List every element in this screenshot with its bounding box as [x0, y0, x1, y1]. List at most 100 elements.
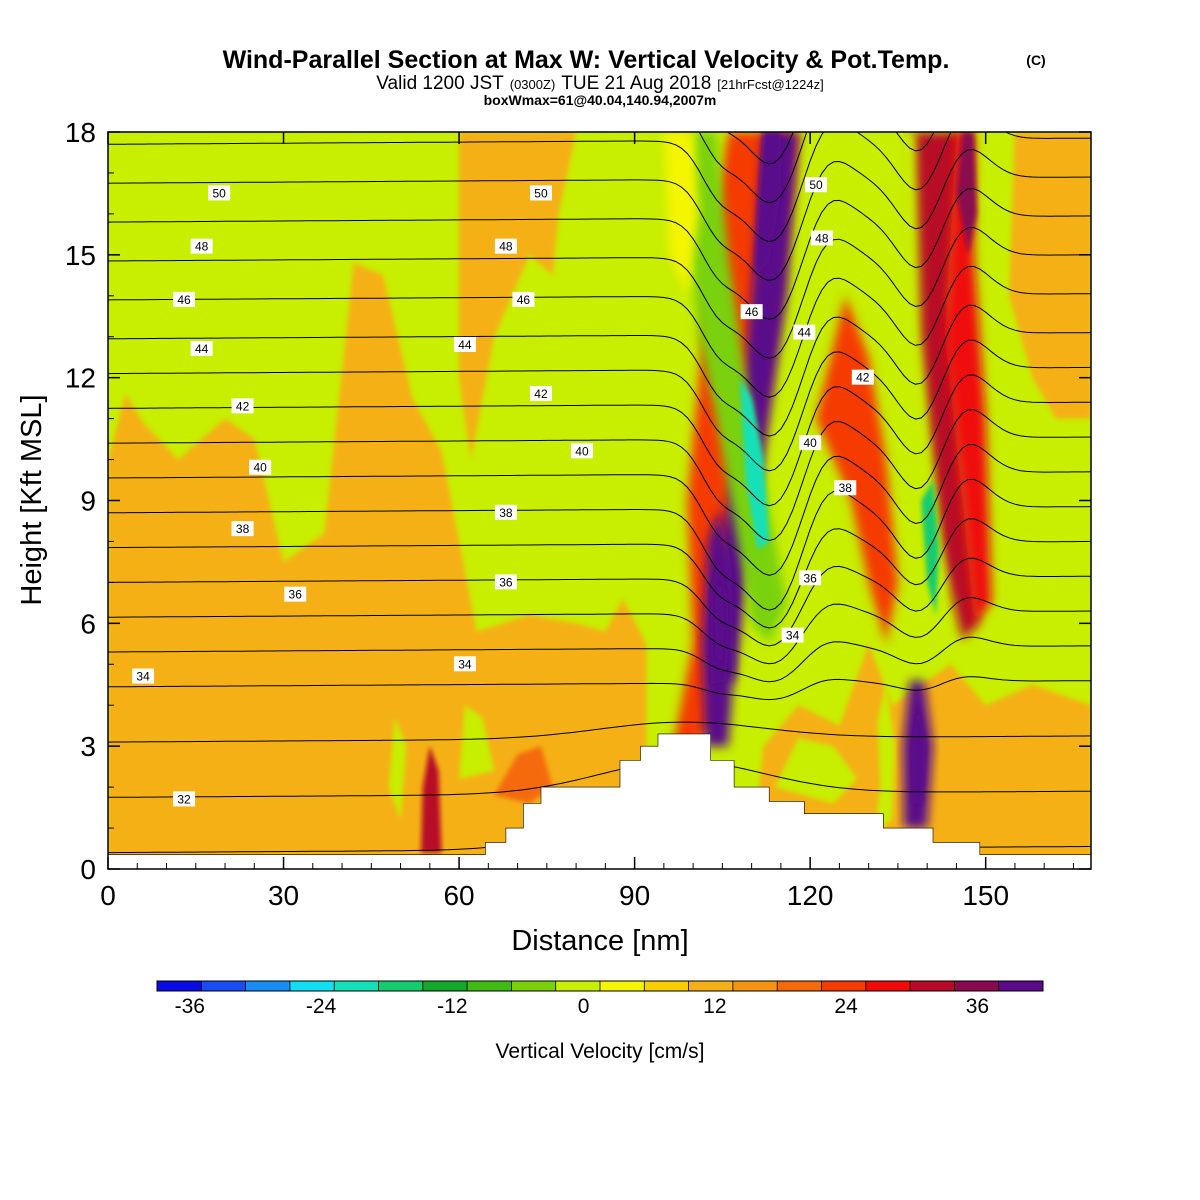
- isentrope-line: [108, 188, 1091, 320]
- isentrope-label-text: 44: [798, 326, 812, 340]
- isentrope-label: 44: [793, 324, 816, 340]
- y-tick-label: 15: [65, 240, 96, 271]
- isentrope-label: 48: [810, 230, 833, 246]
- colorbar-swatch: [245, 981, 291, 991]
- isentrope-label-box: [570, 443, 593, 459]
- isentrope-label: 38: [494, 504, 517, 520]
- isentrope-label: 40: [799, 435, 822, 451]
- isentrope-label-text: 46: [517, 293, 531, 307]
- colorbar-swatch: [555, 981, 601, 991]
- colorbar-label: Vertical Velocity [cm/s]: [496, 1040, 705, 1063]
- isentrope-label-text: 36: [499, 575, 513, 589]
- colorbar-swatch: [378, 981, 424, 991]
- colorbar-swatch: [600, 981, 645, 991]
- isentrope-label-box: [231, 398, 254, 414]
- chart-title: Wind-Parallel Section at Max W: Vertical…: [223, 46, 950, 74]
- isentrope-label: 42: [231, 398, 254, 414]
- isentrope-label-text: 50: [534, 186, 548, 200]
- downdraft-region: [108, 263, 647, 869]
- isentrope-line: [108, 597, 1091, 665]
- isentrope-label-text: 32: [177, 792, 191, 806]
- updraft-region: [816, 295, 898, 644]
- isentrope-label: 40: [570, 443, 593, 459]
- isentrope-label-box: [512, 291, 535, 307]
- isentrope-label-box: [173, 791, 196, 807]
- isentrope-label-box: [804, 177, 827, 193]
- potential-temperature-contours: [108, 132, 1091, 854]
- terrain-mask: [108, 733, 1091, 869]
- colorbar-tick-label: -12: [437, 995, 467, 1018]
- isentrope-label-box: [799, 570, 822, 586]
- colorbar-swatch: [910, 981, 955, 991]
- isentrope-line: [698, 132, 935, 204]
- isentrope-line: [108, 227, 1091, 359]
- colorbar-swatch: [422, 981, 468, 991]
- isentrope-line: [108, 409, 1091, 542]
- isentrope-line: [108, 149, 1091, 282]
- isentrope-label-box: [132, 668, 155, 684]
- isentrope-label: 34: [132, 668, 155, 684]
- colorbar-tick-label: 12: [703, 995, 726, 1018]
- isentrope-label: 42: [529, 386, 552, 402]
- isentrope-label-box: [810, 230, 833, 246]
- x-axis-label: Distance [nm]: [511, 925, 688, 957]
- isentrope-label-text: 42: [236, 399, 250, 413]
- isentrope-label-text: 46: [745, 305, 759, 319]
- colorbar-tick-label: -24: [306, 995, 337, 1018]
- valid-time-line: Valid 1200 JST (0300Z) TUE 21 Aug 2018 [21h…: [376, 73, 823, 94]
- isentrope-line: [108, 557, 1091, 647]
- isentrope-label: 46: [740, 304, 763, 320]
- x-tick-label: 60: [443, 880, 474, 911]
- isentrope-label: 32: [173, 791, 196, 807]
- copyright-mark: (C): [1026, 52, 1045, 68]
- y-tick-label: 12: [65, 363, 96, 394]
- isentrope-line: [108, 132, 1091, 243]
- isentrope-label: 36: [284, 586, 307, 602]
- isentrope-label-text: 38: [839, 481, 853, 495]
- isentrope-label-box: [453, 336, 476, 352]
- isentrope-label-text: 38: [236, 522, 250, 536]
- isentrope-label-text: 42: [534, 387, 548, 401]
- colorbar-swatch: [157, 981, 202, 991]
- isentrope-label-text: 40: [803, 436, 817, 450]
- colorbar: -36 -24 -12 0 12 24 36: [156, 980, 1044, 1018]
- x-tick-label: 120: [787, 880, 834, 911]
- colorbar-swatch: [998, 981, 1044, 991]
- colorbar-swatch: [467, 981, 512, 991]
- isentrope-label: 48: [190, 238, 213, 254]
- isentrope-label-text: 50: [212, 186, 226, 200]
- colorbar-swatch: [865, 981, 911, 991]
- terrain-profile: [108, 733, 1091, 869]
- isentrope-label-box: [793, 324, 816, 340]
- isentrope-line: [108, 760, 1091, 798]
- colorbar-tick-label: 0: [578, 995, 590, 1018]
- colorbar-swatch: [644, 981, 690, 991]
- isentrope-label-box: [834, 480, 857, 496]
- updraft-region: [494, 746, 553, 804]
- isentrope-label-text: 40: [253, 461, 267, 475]
- isentrope-label-text: 42: [856, 371, 870, 385]
- plot-area: 50 48 46 44 42 40 38 36 34 32 50 48 46 44 42 40 38 36 34 50…: [108, 132, 1091, 869]
- colorbar-swatch: [289, 981, 335, 991]
- isentrope-label-text: 48: [499, 240, 513, 254]
- x-tick-label: 90: [619, 880, 650, 911]
- box-wmax-info: boxWmax=61@40.04,140.94,2007m: [484, 92, 717, 108]
- isentrope-label-text: 46: [177, 293, 191, 307]
- isentrope-line: [108, 304, 1091, 437]
- isentrope-label: 34: [781, 627, 804, 643]
- isentrope-label-box: [781, 627, 804, 643]
- colorbar-swatch: [334, 981, 379, 991]
- downdraft-region: [874, 680, 895, 833]
- isentrope-label: 44: [453, 336, 476, 352]
- updraft-region: [754, 132, 781, 276]
- isentrope-label-text: 34: [458, 657, 472, 671]
- isentrope-line: [108, 444, 1091, 576]
- isentrope-label-box: [851, 369, 874, 385]
- isentrope-label-text: 48: [815, 231, 829, 245]
- title-block: Wind-Parallel Section at Max W: Vertical…: [223, 46, 1046, 108]
- isentrope-label: 48: [494, 238, 517, 254]
- downdraft-region: [388, 717, 407, 820]
- isentrope-label-box: [190, 341, 213, 357]
- colorbar-tick-label: 24: [834, 995, 858, 1018]
